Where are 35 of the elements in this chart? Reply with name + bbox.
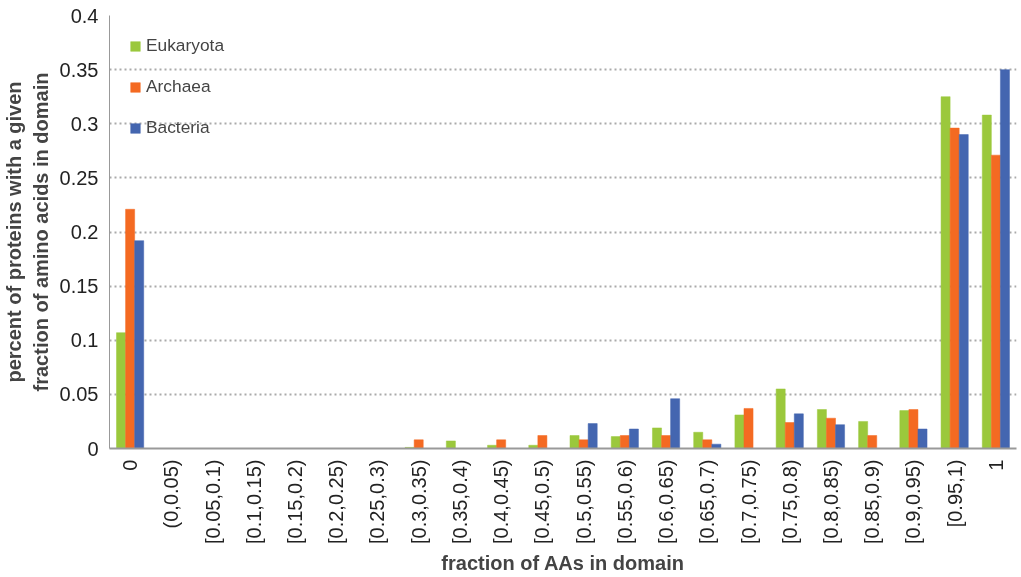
x-tick-label: [0.75,0.8): [778, 459, 801, 544]
x-tick-label: [0.1,0.15): [242, 459, 265, 544]
legend-label: Bacteria: [146, 117, 210, 138]
y-tick-label: 0.3: [70, 112, 99, 135]
legend-label: Archaea: [146, 76, 211, 97]
x-axis-title: fraction of AAs in domain: [441, 552, 684, 574]
y-tick-label: 0.35: [59, 58, 99, 81]
legend-label: Eukaryota: [146, 35, 225, 56]
x-tick-label: [0.7,0.75): [737, 459, 760, 544]
y-tick-label: 0.4: [70, 4, 99, 27]
x-tick-label: [0.05,0.1): [201, 459, 224, 544]
y-tick-label: 0.25: [59, 166, 99, 189]
y-tick-label: 0.1: [70, 329, 99, 352]
x-tick-label: 0: [119, 459, 142, 471]
x-tick-label: [0.5,0.55): [572, 459, 595, 544]
x-tick-label: [0.3,0.35): [407, 459, 430, 544]
y-tick-label: 0.2: [70, 221, 99, 243]
x-tick-label: [0.95,1): [943, 459, 966, 528]
y-axis-title: percent of proteins with a given fraction of amino acids in domain: [3, 72, 52, 392]
x-tick-label: [0.15,0.2): [284, 459, 307, 544]
x-tick-label: [0.55,0.6): [613, 459, 636, 544]
x-tick-label: [0.6,0.65): [655, 459, 678, 544]
x-tick-label: [0.35,0.4): [448, 459, 471, 544]
x-tick-label: (0,0.05): [160, 459, 183, 529]
x-tick-label: [0.45,0.5): [531, 459, 554, 544]
x-tick-label: [0.9,0.95): [902, 459, 925, 544]
x-tick-label: [0.25,0.3): [366, 459, 389, 544]
x-tick-label: [0.2,0.25): [325, 459, 348, 544]
x-tick-label: 1: [984, 459, 1007, 471]
x-tick-label: [0.85,0.9): [861, 459, 884, 544]
x-tick-label: [0.65,0.7): [696, 459, 719, 544]
x-tick-label: [0.4,0.45): [490, 459, 513, 544]
y-tick-label: 0.15: [59, 275, 99, 298]
x-tick-label: [0.8,0.85): [819, 459, 842, 544]
y-tick-label: 0.05: [59, 383, 99, 406]
